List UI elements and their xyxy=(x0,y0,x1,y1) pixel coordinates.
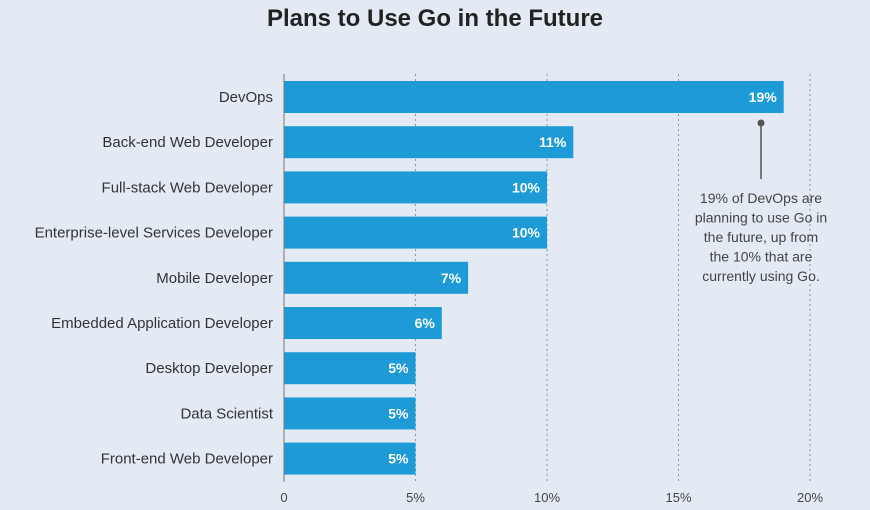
bar-value-label: 10% xyxy=(512,225,541,241)
x-tick-label: 15% xyxy=(665,490,691,505)
category-label: Back-end Web Developer xyxy=(102,134,273,151)
bar-value-label: 5% xyxy=(388,405,409,421)
bar xyxy=(284,307,442,339)
x-tick-label: 0 xyxy=(280,490,287,505)
x-tick-label: 5% xyxy=(406,490,425,505)
category-label: Enterprise-level Services Developer xyxy=(35,225,273,242)
bars: 19% 11% 10% 10% 7% 6% 5% 5% 5% xyxy=(284,81,784,475)
annotation-text-line: currently using Go. xyxy=(702,268,820,284)
bar xyxy=(284,352,416,385)
annotation-text-line: 19% of DevOps are xyxy=(700,190,822,206)
bar-value-label: 5% xyxy=(388,451,409,467)
x-tick-label: 10% xyxy=(534,490,560,505)
bar xyxy=(284,171,547,204)
bar xyxy=(284,442,416,475)
annotation: 19% of DevOps are planning to use Go in th… xyxy=(695,119,827,284)
bar-value-label: 11% xyxy=(539,134,567,150)
annotation-text-line: planning to use Go in xyxy=(695,210,827,226)
category-label: Data Scientist xyxy=(180,405,273,422)
x-tick-label: 20% xyxy=(797,490,823,505)
category-label: DevOps xyxy=(219,89,273,106)
bar xyxy=(284,216,547,249)
bar xyxy=(284,261,469,294)
category-label: Front-end Web Developer xyxy=(101,451,273,468)
annotation-text-line: the future, up from xyxy=(704,229,818,245)
category-label: Full-stack Web Developer xyxy=(102,179,273,196)
category-label: Desktop Developer xyxy=(145,360,273,377)
category-labels: DevOps Back-end Web Developer Full-stack W… xyxy=(35,89,274,468)
bar-value-label: 19% xyxy=(749,89,778,105)
annotation-text-line: the 10% that are xyxy=(710,249,813,265)
bar xyxy=(284,397,416,430)
bar-value-label: 5% xyxy=(388,360,409,376)
x-axis: 0 5% 10% 15% 20% xyxy=(280,74,823,505)
bar xyxy=(284,126,574,159)
bar-value-label: 6% xyxy=(415,315,436,331)
bar xyxy=(284,81,784,113)
chart-title: Plans to Use Go in the Future xyxy=(267,5,603,32)
category-label: Mobile Developer xyxy=(156,270,273,287)
bar-value-label: 10% xyxy=(512,179,541,195)
category-label: Embedded Application Developer xyxy=(51,315,273,332)
bar-value-label: 7% xyxy=(441,270,462,286)
